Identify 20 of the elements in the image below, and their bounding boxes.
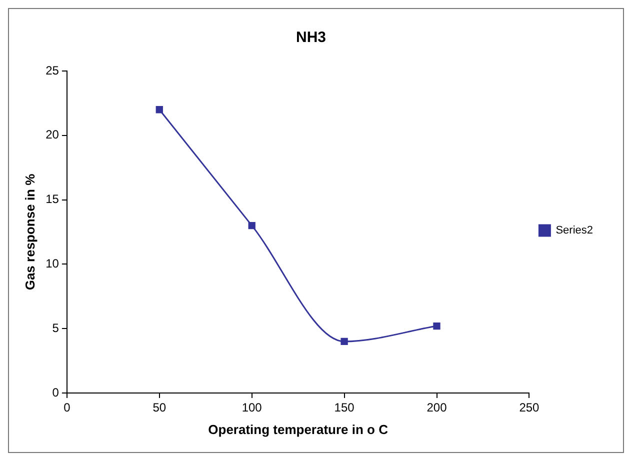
point [340, 338, 348, 346]
y-tick-label: 10 [46, 256, 60, 271]
point [248, 222, 256, 230]
y-tick-label: 25 [46, 63, 60, 78]
y-tick-label: 15 [46, 192, 60, 206]
x-tick-label: 250 [519, 400, 540, 415]
x-tick-label: 100 [242, 400, 262, 415]
legend-label: Series2 [556, 224, 593, 237]
point [433, 322, 440, 330]
x-axis-title: Operating temperature in o C [208, 422, 389, 437]
y-tick-label: 20 [46, 128, 60, 142]
x-tick-label: 200 [426, 400, 448, 415]
x-tick-label: 50 [152, 400, 166, 415]
y-axis-title: Gas response in % [22, 173, 38, 290]
x-tick-label: 150 [334, 400, 355, 415]
y-tick-label: 0 [52, 385, 60, 400]
point [156, 106, 163, 114]
chart-title: NH3 [296, 29, 326, 46]
x-tick-label: 0 [64, 400, 71, 415]
y-tick-label: 5 [52, 320, 60, 335]
